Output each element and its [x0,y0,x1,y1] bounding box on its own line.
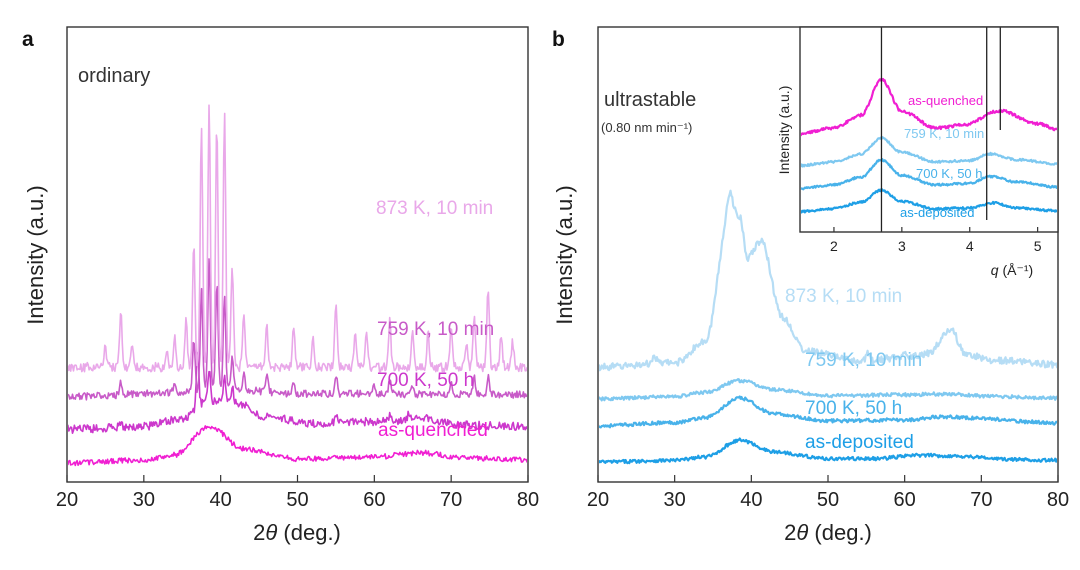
panel-a-ylabel: Intensity (a.u.) [23,185,48,324]
x-tick-label: 4 [966,238,974,254]
x-tick-label: 2 [830,238,838,254]
panel-b-ylabel: Intensity (a.u.) [552,185,577,324]
x-tick-label: 40 [210,489,232,511]
panel-b-curve-labels: as-deposited 700 K, 50 h 759 K, 10 min 873 … [785,286,922,453]
x-tick-label: 60 [894,489,916,511]
series-line-759-k-10-min [801,136,1057,168]
x-tick-label: 60 [363,489,385,511]
inset-background [800,27,1058,232]
panel-a-letter: a [22,28,34,51]
inset-reference-lines [880,27,1001,232]
x-tick-label: 30 [664,489,686,511]
series-label: 759 K, 10 min [805,350,922,371]
inset-traces [801,77,1057,214]
series-line-700-k-50-h [801,158,1057,191]
x-tick-label: 3 [898,238,906,254]
x-tick-label: 20 [587,489,609,511]
series-label: 700 K, 50 h [916,166,983,181]
panel-b-x-ticks: 20 30 40 50 60 70 80 [587,475,1069,511]
panel-a-x-ticks: 20 30 40 50 60 70 80 [56,475,539,511]
panel-b-annotation: ultrastable [604,89,696,111]
inset-ylabel: Intensity (a.u.) [776,86,792,175]
series-label: 873 K, 10 min [376,198,493,219]
series-line-as-deposited [801,187,1057,214]
inset-x-ticks: 2 3 4 5 [830,227,1042,254]
panel-b-inset: 2 3 4 5 q (Å⁻¹) Intensity (a.u.) as-deposit… [776,26,1059,278]
x-tick-label: 80 [1047,489,1069,511]
x-tick-label: 50 [286,489,308,511]
panel-a-curve-labels: as-quenched 700 K, 50 h 759 K, 10 min 873 K… [376,198,494,441]
inset-xlabel: q (Å⁻¹) [991,262,1033,278]
series-label: as-quenched [378,420,488,441]
x-tick-label: 5 [1034,238,1042,254]
series-line-as-deposited [599,437,1057,465]
panel-b-traces [599,189,1057,465]
panel-a: a ordinary 20 30 40 50 60 70 80 2θ (deg.) Inte… [22,26,539,545]
series-label: 700 K, 50 h [377,370,474,391]
series-line-700-k-50-h [68,351,527,434]
series-label: as-quenched [908,93,983,108]
series-line-as-quenched [801,77,1057,137]
panel-b-letter: b [552,28,565,51]
series-line-as-quenched [68,425,527,467]
panel-a-frame [66,26,529,483]
x-tick-label: 70 [440,489,462,511]
panel-b-annotation-sub: (0.80 nm min⁻¹) [601,120,692,135]
series-label: as-deposited [900,205,974,220]
x-tick-label: 80 [517,489,539,511]
series-label: 873 K, 10 min [785,286,902,307]
x-tick-label: 20 [56,489,78,511]
series-label: 759 K, 10 min [377,319,494,340]
series-line-700-k-50-h [599,395,1057,429]
inset-curve-labels: as-deposited 700 K, 50 h 759 K, 10 min as-q… [900,93,984,220]
series-line-873-k-10-min [68,104,527,373]
panel-a-annotation: ordinary [78,65,150,87]
panel-b: b ultrastable (0.80 nm min⁻¹) 20 30 40 50 60… [552,26,1069,545]
panel-a-xlabel: 2θ (deg.) [253,520,341,545]
x-tick-label: 40 [740,489,762,511]
x-tick-label: 50 [817,489,839,511]
x-tick-label: 70 [970,489,992,511]
series-line-759-k-10-min [599,378,1057,402]
series-label: 700 K, 50 h [805,398,902,419]
series-label: as-deposited [805,432,914,453]
panel-b-xlabel: 2θ (deg.) [784,520,872,545]
x-tick-label: 30 [133,489,155,511]
series-label: 759 K, 10 min [904,126,984,141]
panel-a-traces [68,104,527,467]
series-line-873-k-10-min [599,189,1057,372]
series-line-759-k-10-min [68,258,527,401]
inset-frame [799,26,1059,233]
